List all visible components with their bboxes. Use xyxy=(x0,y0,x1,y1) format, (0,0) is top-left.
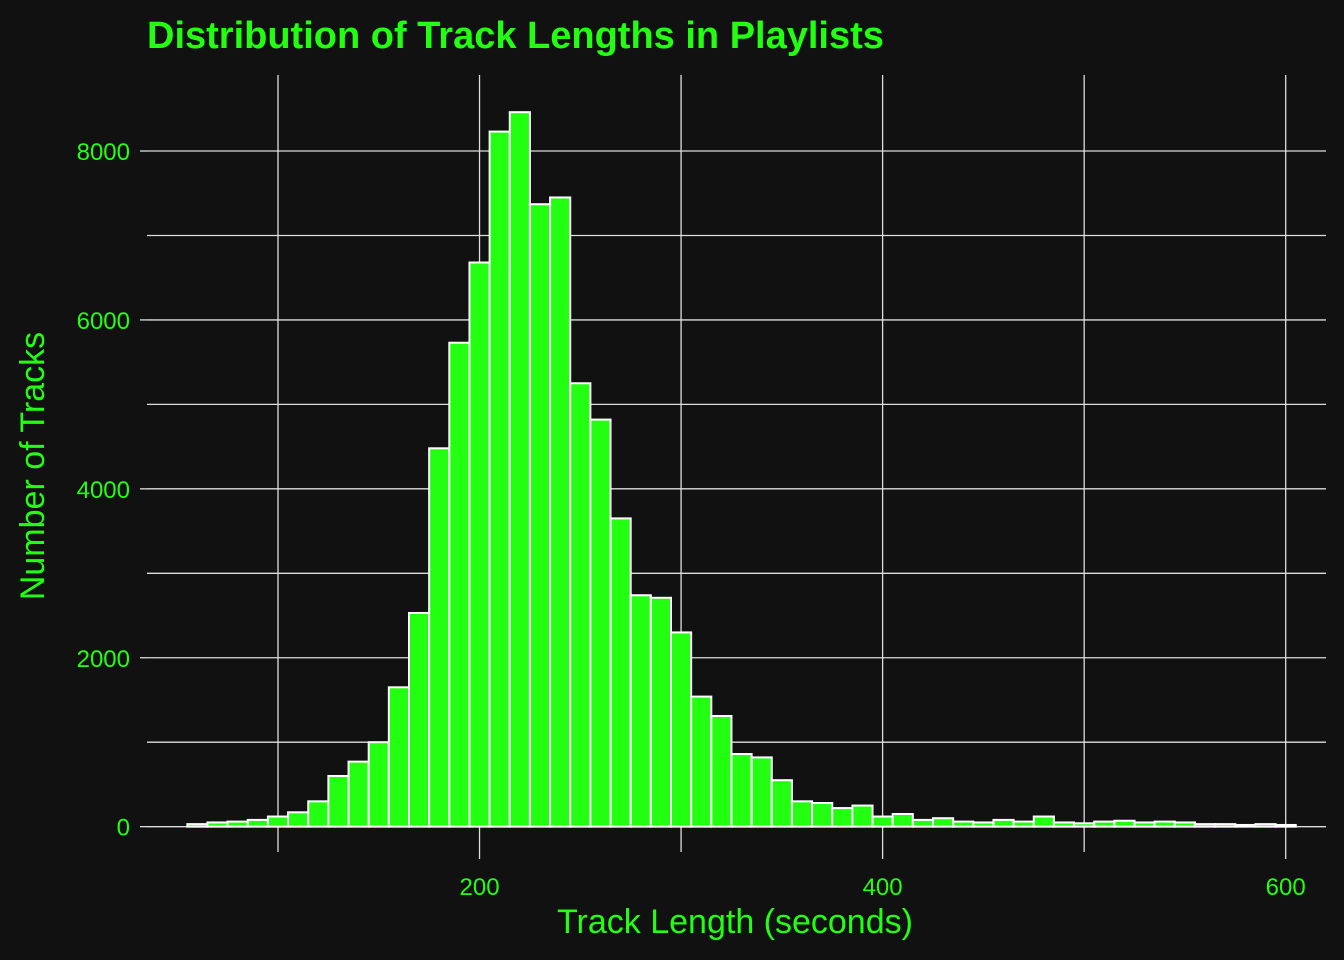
histogram-bar xyxy=(1214,823,1237,828)
y-tick-label: 4000 xyxy=(77,477,130,504)
chart-title: Distribution of Track Lengths in Playlis… xyxy=(147,15,884,57)
y-tick-label: 8000 xyxy=(77,139,130,166)
histogram-bar xyxy=(891,812,914,828)
histogram-bar xyxy=(1173,821,1197,828)
histogram-bar xyxy=(186,823,209,828)
histogram-bar xyxy=(246,818,269,828)
histogram-bar xyxy=(1093,820,1116,828)
histogram-bar xyxy=(851,804,874,828)
histogram-bar xyxy=(428,447,451,828)
histogram-bar xyxy=(831,807,854,828)
y-tick-label: 0 xyxy=(117,815,130,842)
histogram-bar xyxy=(1254,823,1277,828)
histogram-bar xyxy=(1234,823,1257,828)
histogram-bar xyxy=(488,130,511,828)
histogram-bar xyxy=(992,818,1015,828)
histogram-bar xyxy=(327,774,350,828)
histogram-bar xyxy=(911,818,934,828)
y-tick-label: 2000 xyxy=(77,646,130,673)
histogram-bar xyxy=(508,111,531,828)
histogram-bar xyxy=(1194,823,1217,828)
histogram-bar xyxy=(549,196,572,828)
histogram-bar xyxy=(569,382,592,828)
histogram-bar xyxy=(226,820,249,828)
histogram-bar xyxy=(972,821,995,828)
histogram-bar xyxy=(790,800,814,828)
histogram-bar xyxy=(307,800,330,828)
histogram-bar xyxy=(730,753,753,828)
histogram-bar xyxy=(629,594,652,828)
histogram-bar xyxy=(952,820,975,828)
histogram-bar xyxy=(448,341,471,828)
x-tick-label: 600 xyxy=(1266,874,1306,901)
histogram-bar xyxy=(690,695,713,828)
histogram-bar xyxy=(1133,821,1156,828)
histogram-bar xyxy=(287,811,310,828)
y-axis-title: Number of Tracks xyxy=(14,332,52,600)
histogram-bar xyxy=(1032,815,1055,828)
x-axis-title: Track Length (seconds) xyxy=(557,903,913,941)
histogram-bar xyxy=(367,741,390,828)
histogram-bar xyxy=(1073,822,1096,828)
histogram-bar xyxy=(609,517,632,828)
histogram-bar xyxy=(266,815,290,828)
histogram-bar xyxy=(750,756,773,828)
x-tick-label: 400 xyxy=(863,874,903,901)
x-tick-label: 200 xyxy=(460,874,500,901)
histogram-bar xyxy=(408,611,431,828)
y-tick-label: 6000 xyxy=(77,308,130,335)
grid-lines xyxy=(147,75,1326,852)
histogram-bar xyxy=(710,715,733,828)
histogram-bar xyxy=(871,815,894,828)
histogram-bar xyxy=(1052,821,1076,828)
histogram-bar xyxy=(770,779,793,828)
histogram-bar xyxy=(528,203,552,828)
histogram-bar xyxy=(387,686,411,828)
histogram-bar xyxy=(811,802,834,828)
histogram-bar xyxy=(1012,820,1035,828)
histogram-bar xyxy=(1113,819,1136,828)
histogram-bar xyxy=(589,418,612,828)
histogram-bar xyxy=(932,817,955,828)
histogram-bar xyxy=(670,631,693,828)
histogram-bar xyxy=(347,760,370,828)
histogram-bar xyxy=(1274,823,1297,828)
histogram-bar xyxy=(206,821,229,828)
histogram-bar xyxy=(468,261,491,828)
histogram-bar xyxy=(649,596,672,828)
histogram-bar xyxy=(1153,820,1176,828)
histogram-bars xyxy=(186,111,1297,828)
